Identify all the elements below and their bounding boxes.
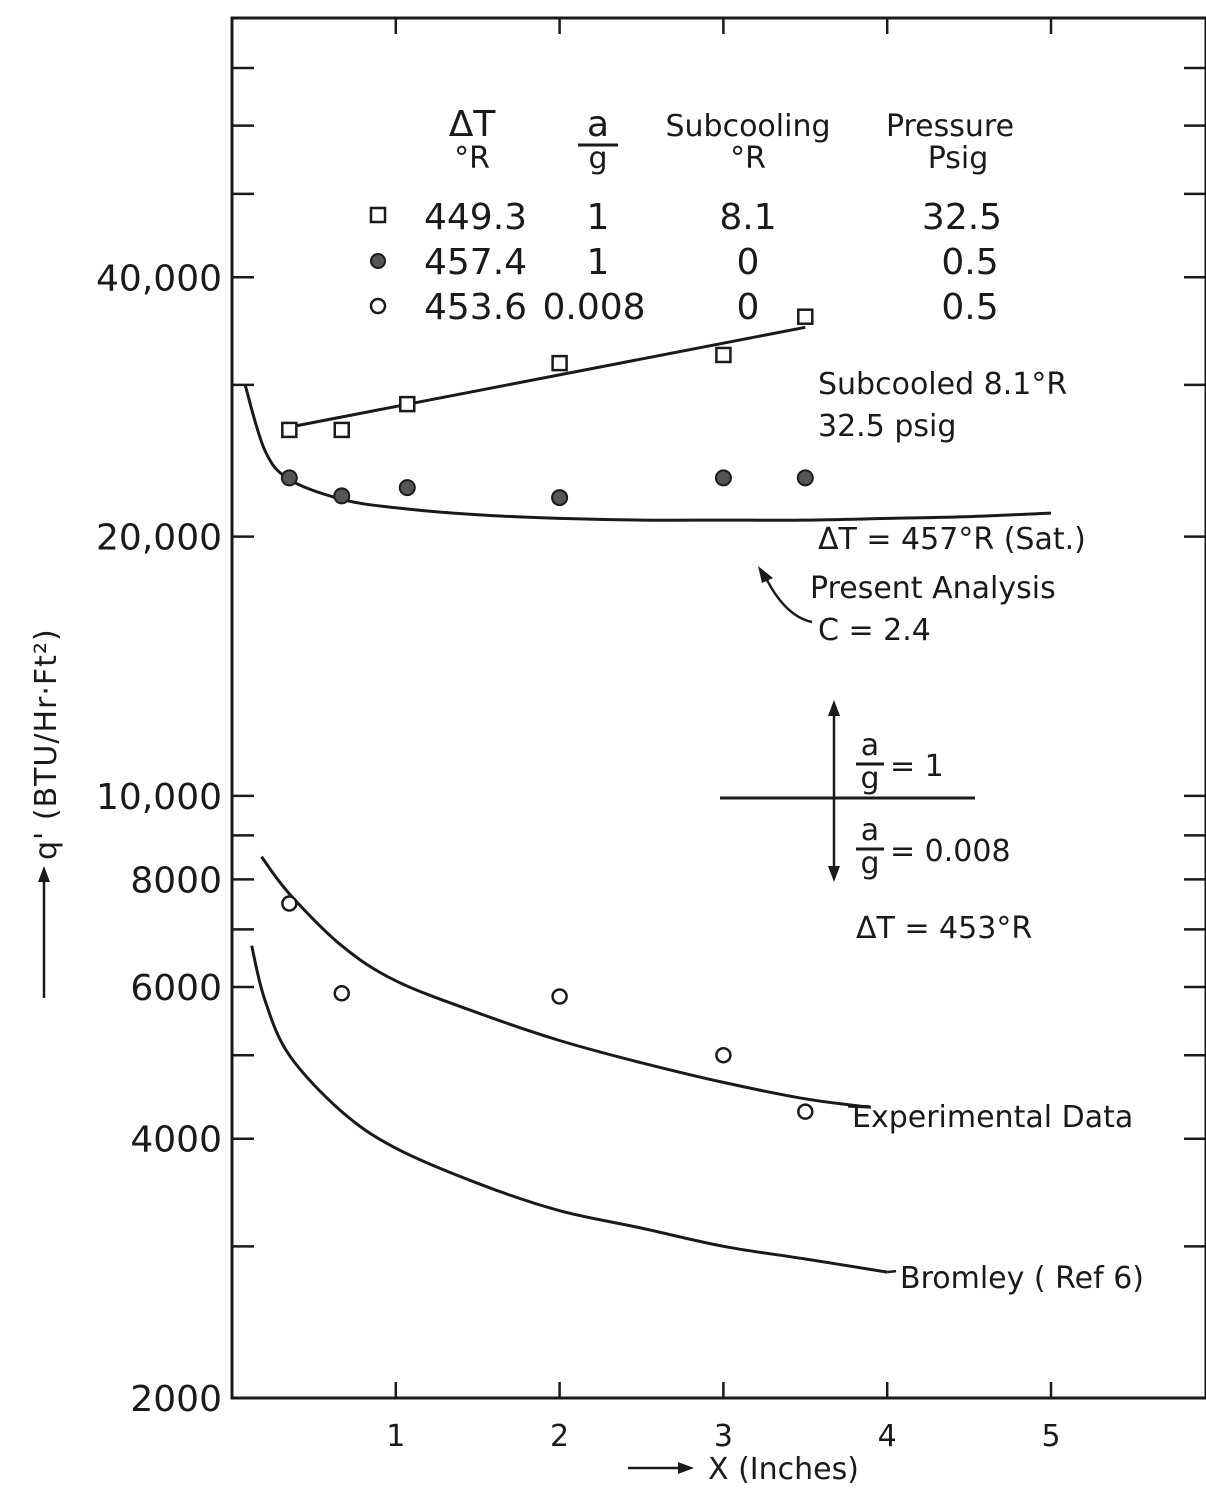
annotation-bromley: Bromley ( Ref 6) <box>900 1261 1144 1296</box>
plot-frame <box>230 16 1206 1400</box>
x-axis-title: X (Inches) <box>628 1452 859 1487</box>
annotation-experimental-data: Experimental Data <box>852 1100 1133 1135</box>
legend-row2-subcooling: 0 <box>737 242 760 283</box>
point-open-circle <box>333 985 350 1002</box>
x-axis-label: X (Inches) <box>708 1452 859 1487</box>
legend-row3-subcooling: 0 <box>737 287 760 328</box>
legend-marker-open-circle <box>369 297 387 315</box>
data-points <box>280 308 814 1120</box>
legend-row3-dt: 453.6 <box>424 287 527 328</box>
x-tick-label: 1 <box>386 1419 405 1454</box>
legend: ΔT °R a g Subcooling °R Pressure Psig 44… <box>369 104 1014 328</box>
legend-marker-open-square <box>369 206 387 224</box>
y-tick-label: 8000 <box>130 860 222 901</box>
point-open-square <box>715 346 732 364</box>
legend-header-ag-num: a <box>587 104 609 145</box>
point-open-square <box>551 354 568 372</box>
legend-row1-ag: 1 <box>587 197 610 238</box>
ag2-numerator: a <box>861 813 879 848</box>
point-filled-circle <box>714 469 732 487</box>
legend-header-subcooling-line1: Subcooling <box>665 109 830 144</box>
legend-row2-dt: 457.4 <box>424 242 527 283</box>
experimental-leader-line <box>847 1105 871 1109</box>
point-open-circle <box>715 1046 732 1064</box>
legend-header-dt-line2: °R <box>454 141 490 176</box>
x-tick-label: 2 <box>550 1419 569 1454</box>
legend-header-dt-line1: ΔT <box>449 104 497 145</box>
ag1-value: = 1 <box>890 749 944 784</box>
point-open-circle <box>797 1103 814 1120</box>
y-axis-label: q' (BTU/Hr·Ft²) <box>29 628 64 860</box>
x-tick-label: 3 <box>714 1419 733 1454</box>
point-filled-circle <box>796 469 814 487</box>
annotation-present-c: C = 2.4 <box>818 613 931 648</box>
y-tick-label: 4000 <box>130 1120 222 1161</box>
legend-header-pressure-line1: Pressure <box>886 109 1014 144</box>
x-tick-label: 4 <box>878 1419 897 1454</box>
ag2-denominator: g <box>860 846 879 881</box>
y-tick-marks <box>232 66 1206 1400</box>
curve-experimental-data <box>260 855 871 1109</box>
annotation-dt453: ΔT = 453°R <box>856 911 1032 946</box>
point-filled-circle <box>333 487 351 505</box>
ag-arrow-down-head <box>828 866 840 882</box>
legend-marker-filled-circle <box>370 253 386 269</box>
legend-row1-subcooling: 8.1 <box>719 197 776 238</box>
y-tick-label: 40,000 <box>96 258 222 299</box>
curve-subcooled-fit <box>289 325 806 429</box>
x-tick-label: 5 <box>1041 1419 1060 1454</box>
annotation-subcooled-line2: 32.5 psig <box>818 409 956 444</box>
legend-row3-ag: 0.008 <box>542 287 645 328</box>
point-open-square <box>399 395 416 413</box>
legend-row2-ag: 1 <box>587 242 610 283</box>
legend-header-subcooling-line2: °R <box>730 141 766 176</box>
legend-header-ag-den: g <box>588 141 607 176</box>
legend-header-pressure-line2: Psig <box>928 141 989 176</box>
x-axis-arrow-head <box>678 1462 694 1474</box>
y-tick-label: 6000 <box>130 968 222 1009</box>
annotation-sat: ΔT = 457°R (Sat.) <box>818 522 1086 557</box>
point-open-square <box>333 421 350 439</box>
y-tick-label: 20,000 <box>96 518 222 559</box>
legend-row3-pressure: 0.5 <box>941 287 998 328</box>
y-tick-label: 10,000 <box>96 777 222 818</box>
point-open-square <box>281 421 298 439</box>
curve-present-analysis <box>243 384 1052 522</box>
annotation-present-arrowhead <box>758 566 773 583</box>
point-filled-circle <box>551 489 569 507</box>
bromley-leader-line <box>887 1269 897 1274</box>
annotation-present-analysis: Present Analysis <box>810 571 1056 606</box>
point-open-circle <box>281 895 298 912</box>
x-tick-marks <box>394 18 1053 1398</box>
point-open-square <box>797 308 814 325</box>
curve-bromley <box>250 945 888 1274</box>
annotation-subcooled-line1: Subcooled 8.1°R <box>818 367 1067 402</box>
ag2-value: = 0.008 <box>890 834 1011 869</box>
legend-row1-pressure: 32.5 <box>922 197 1002 238</box>
ag1-numerator: a <box>861 728 879 763</box>
y-axis-title: q' (BTU/Hr·Ft²) <box>29 628 64 998</box>
point-filled-circle <box>280 469 298 487</box>
y-tick-labels: 2000 4000 6000 8000 10,000 20,000 40,000 <box>96 258 222 1420</box>
ag1-denominator: g <box>860 761 879 796</box>
ag-arrow-up-head <box>828 700 840 716</box>
legend-row2-pressure: 0.5 <box>941 242 998 283</box>
y-axis-arrow-head <box>38 866 50 882</box>
legend-row1-dt: 449.3 <box>424 197 527 238</box>
point-filled-circle <box>398 479 416 497</box>
y-tick-label: 2000 <box>130 1379 222 1420</box>
point-open-circle <box>551 988 568 1005</box>
x-tick-labels: 1 2 3 4 5 <box>386 1419 1060 1454</box>
annotation-present-pointer <box>762 573 813 624</box>
